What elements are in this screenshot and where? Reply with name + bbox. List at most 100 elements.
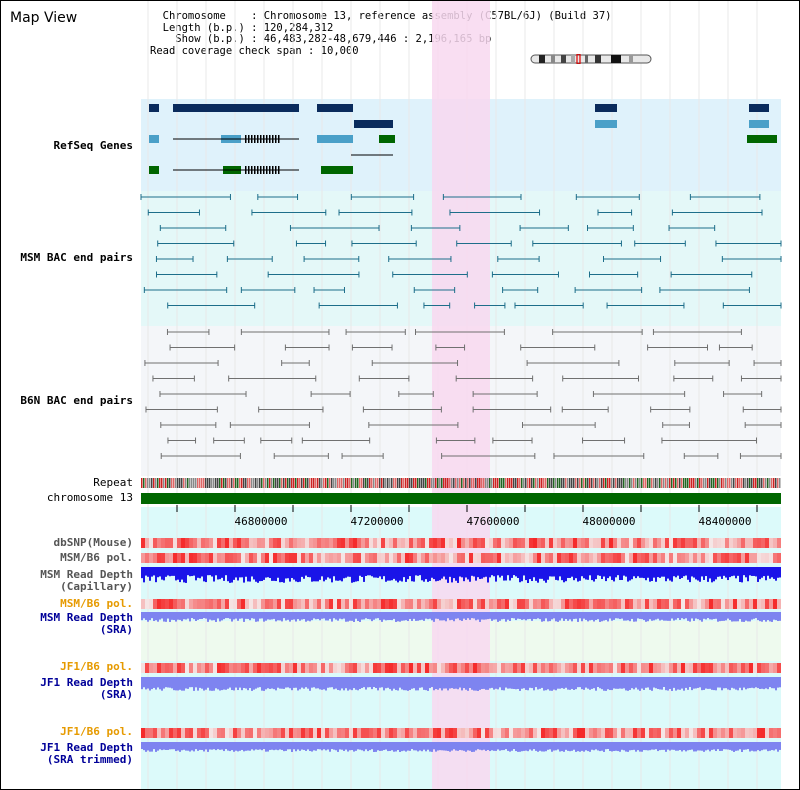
jf1-trimmed-depth [729, 742, 731, 750]
msm-pol-heat [441, 553, 445, 563]
msm-sra-depth [533, 612, 535, 619]
msm-sra-depth [663, 612, 665, 621]
msm-sra-depth [641, 612, 643, 620]
msm-sra-depth [615, 612, 617, 619]
track-label-msm-bac-end-pairs[interactable]: MSM BAC end pairs [20, 251, 133, 264]
msm-pol-heat-2 [517, 599, 521, 609]
jf1-pol-heat [173, 663, 177, 673]
repeat-mark [205, 478, 207, 488]
msm-sra-depth [595, 612, 597, 621]
msm-sra-depth [391, 612, 393, 621]
msm-sra-depth [181, 612, 183, 622]
msm-pol-heat-2 [645, 599, 649, 609]
msm-sra-depth [327, 612, 329, 621]
jf1-sra-depth [269, 677, 271, 689]
dbsnp-heat [197, 538, 201, 548]
track-label-refseq-genes[interactable]: RefSeq Genes [53, 139, 133, 152]
msm-pol-heat [557, 553, 561, 563]
msm-capillary-depth [241, 567, 243, 578]
msm-pol-heat [201, 553, 205, 563]
jf1-sra-depth [189, 677, 191, 688]
jf1-trimmed-depth [261, 742, 263, 751]
chromosome-ideogram[interactable] [529, 54, 653, 64]
msm-capillary-depth [279, 567, 281, 583]
msm-pol-heat [177, 553, 181, 563]
msm-capillary-depth [657, 567, 659, 578]
msm-sra-depth [421, 612, 423, 620]
msm-sra-depth [445, 612, 447, 622]
jf1-pol-heat [777, 663, 781, 673]
jf1-sra-depth [663, 677, 665, 688]
msm-sra-depth [761, 612, 763, 622]
jf1-pol-heat-2 [741, 728, 745, 738]
msm-sra-depth [351, 612, 353, 621]
repeat-mark [231, 478, 233, 488]
msm-sra-depth [607, 612, 609, 622]
msm-sra-depth [167, 612, 169, 619]
msm-sra-depth [627, 612, 629, 621]
repeat-mark [451, 478, 453, 488]
msm-sra-depth [195, 612, 197, 621]
msm-capillary-depth [531, 567, 533, 582]
msm-capillary-depth [779, 567, 781, 578]
msm-capillary-depth [711, 567, 713, 583]
msm-capillary-depth [735, 567, 737, 579]
jf1-pol-heat-2 [265, 728, 269, 738]
msm-capillary-depth [733, 567, 735, 576]
jf1-pol-heat-2 [289, 728, 293, 738]
jf1-trimmed-depth [635, 742, 637, 752]
msm-pol-heat-2 [713, 599, 717, 609]
msm-capillary-depth [511, 567, 513, 578]
jf1-pol-heat-2 [589, 728, 593, 738]
repeat-mark [309, 478, 311, 488]
msm-capillary-depth [303, 567, 305, 579]
jf1-sra-depth [463, 677, 465, 689]
msm-pol-heat [449, 553, 453, 563]
jf1-sra-depth [465, 677, 467, 690]
jf1-pol-heat-2 [613, 728, 617, 738]
jf1-sra-depth [705, 677, 707, 689]
repeat-mark [573, 478, 575, 488]
msm-pol-heat-2 [661, 599, 665, 609]
msm-capillary-depth [343, 567, 345, 579]
jf1-trimmed-depth [631, 742, 633, 751]
jf1-trimmed-depth [247, 742, 249, 751]
msm-sra-depth [329, 612, 331, 619]
track-label-b6n-bac-end-pairs[interactable]: B6N BAC end pairs [20, 394, 133, 407]
jf1-pol-heat [273, 663, 277, 673]
msm-pol-heat-2 [537, 599, 541, 609]
jf1-pol-heat [293, 663, 297, 673]
jf1-pol-heat [613, 663, 617, 673]
msm-sra-depth [679, 612, 681, 620]
jf1-pol-heat-2 [481, 728, 485, 738]
track-label-chromosome: chromosome 13 [46, 491, 133, 504]
msm-sra-depth [359, 612, 361, 622]
msm-sra-depth [737, 612, 739, 622]
jf1-sra-depth [321, 677, 323, 690]
jf1-sra-depth [583, 677, 585, 690]
repeat-mark [577, 478, 579, 488]
jf1-pol-heat [365, 663, 369, 673]
jf1-pol-heat [249, 663, 253, 673]
jf1-trimmed-depth [249, 742, 251, 751]
jf1-trimmed-depth [755, 742, 757, 752]
msm-sra-depth [623, 612, 625, 621]
jf1-trimmed-depth [613, 742, 615, 752]
msm-capillary-depth [603, 567, 605, 577]
msm-sra-depth [301, 612, 303, 620]
jf1-trimmed-depth [533, 742, 535, 750]
jf1-pol-heat-2 [593, 728, 597, 738]
repeat-mark [347, 478, 349, 488]
jf1-trimmed-depth [713, 742, 715, 750]
msm-pol-heat-2 [737, 599, 741, 609]
jf1-pol-heat [749, 663, 753, 673]
msm-pol-heat [153, 553, 157, 563]
repeat-mark [425, 478, 427, 488]
dbsnp-heat [285, 538, 289, 548]
jf1-pol-heat [533, 663, 537, 673]
msm-sra-depth [745, 612, 747, 621]
jf1-pol-heat-2 [677, 728, 681, 738]
repeat-mark [313, 478, 315, 488]
jf1-trimmed-depth [301, 742, 303, 750]
